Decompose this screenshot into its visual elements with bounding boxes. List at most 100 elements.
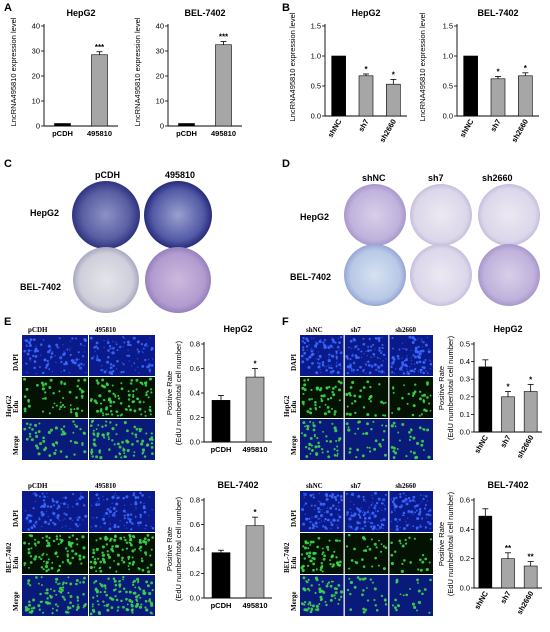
nucleus-dot [394,517,398,521]
nucleus-dot [392,456,396,459]
nucleus-dot [427,510,430,513]
nucleus-dot [311,337,313,339]
nucleus-dot [322,430,325,433]
nucleus-dot [76,605,80,610]
nucleus-dot [328,519,331,521]
micrograph-cell [389,335,433,376]
nucleus-dot [125,597,128,601]
nucleus-dot [395,529,397,531]
nucleus-dot [353,337,356,340]
nucleus-dot [390,445,394,449]
nucleus-dot [393,508,396,510]
nucleus-dot [137,580,140,583]
nucleus-dot [48,412,51,415]
nucleus-dot [140,603,143,606]
nucleus-dot [315,341,317,343]
grid-row-label: Merge [290,435,298,455]
nucleus-dot [69,601,72,605]
nucleus-dot [314,504,317,507]
nucleus-dot [419,371,422,374]
nucleus-dot [99,409,103,413]
nucleus-dot [419,523,421,526]
nucleus-dot [315,568,318,571]
nucleus-dot [311,540,315,544]
nucleus-dot [34,500,37,503]
nucleus-dot [148,408,152,412]
nucleus-dot [65,455,68,459]
y-tick-label: 0.6 [190,364,200,373]
nucleus-dot [65,525,67,527]
nucleus-dot [411,336,415,340]
nucleus-dot [68,349,71,351]
nucleus-dot [52,512,56,516]
nucleus-dot [383,430,386,433]
nucleus-dot [310,504,313,507]
nucleus-dot [348,412,352,416]
significance-mark: * [253,360,257,369]
nucleus-dot [144,543,147,546]
nucleus-dot [39,592,42,596]
nucleus-dot [322,551,325,554]
nucleus-dot [81,396,84,399]
nucleus-dot [98,612,102,616]
nucleus-dot [148,370,151,373]
nucleus-dot [300,553,304,556]
nucleus-dot [99,456,103,460]
nucleus-dot [349,527,352,529]
nucleus-dot [140,381,143,385]
nucleus-dot [61,540,64,543]
nucleus-dot [97,557,100,560]
nucleus-dot [384,401,387,404]
nucleus-dot [103,436,106,439]
nucleus-dot [44,397,47,400]
nucleus-dot [396,521,399,523]
nucleus-dot [148,363,151,366]
nucleus-dot [75,396,78,399]
nucleus-dot [305,455,309,458]
nucleus-dot [41,410,45,413]
nucleus-dot [422,371,425,375]
nucleus-dot [82,580,85,584]
nucleus-dot [368,397,371,401]
nucleus-dot [99,560,102,564]
nucleus-dot [95,539,98,542]
nucleus-dot [316,506,320,510]
nucleus-dot [337,501,340,504]
nucleus-dot [94,524,98,528]
nucleus-dot [91,605,94,608]
nucleus-dot [66,558,70,562]
nucleus-dot [84,514,88,518]
nucleus-dot [150,548,153,551]
nucleus-dot [348,577,351,580]
nucleus-dot [71,534,75,537]
nucleus-dot [133,337,135,340]
nucleus-dot [318,492,321,495]
nucleus-dot [421,560,425,564]
nucleus-dot [307,603,310,606]
nucleus-dot [116,609,119,612]
nucleus-dot [148,365,151,368]
nucleus-dot [334,429,338,433]
nucleus-dot [302,392,305,395]
nucleus-dot [334,591,338,595]
nucleus-dot [384,507,387,510]
nucleus-dot [127,517,130,520]
nucleus-dot [90,526,93,528]
nucleus-dot [149,563,153,567]
nucleus-dot [130,503,133,506]
nucleus-dot [318,362,321,365]
nucleus-dot [39,506,42,508]
nucleus-dot [111,545,114,548]
nucleus-dot [384,509,386,511]
plate-d-bel-sh7 [410,244,472,306]
nucleus-dot [415,528,418,531]
nucleus-dot [383,500,385,502]
x-tick-label: sh7 [356,118,370,134]
y-tick-label: 0.0 [460,584,470,593]
nucleus-dot [410,359,413,361]
nucleus-dot [24,606,28,610]
nucleus-dot [106,550,109,553]
nucleus-dot [417,600,422,605]
nucleus-dot [360,350,363,353]
